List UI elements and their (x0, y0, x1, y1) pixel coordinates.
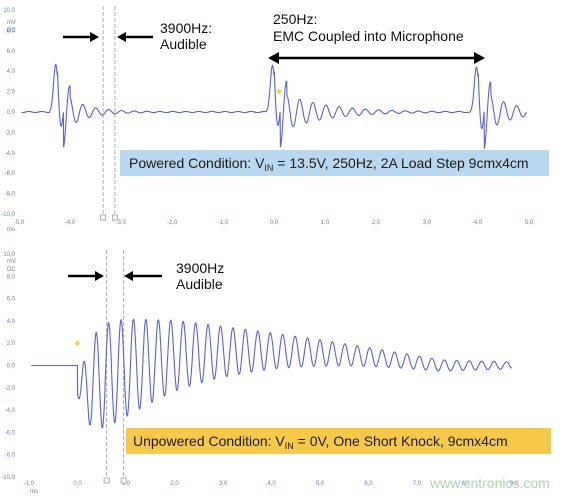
top-chart-panel: mV DC ms 10,0 8,0 6,0 4,0 2,0 0,0 -2,0 -4,0 -6,0… (1, 6, 549, 233)
top-y-tick-labels: 10,0 8,0 6,0 4,0 2,0 0,0 -2,0 -4,0 -6,0 -8,0 -10,0 (1, 8, 15, 218)
x-tick-label: -5,0 (14, 220, 25, 226)
x-tick-label: -3,0 (116, 220, 127, 226)
y-tick-label: 8,0 (7, 28, 16, 34)
bottom-x-tick-labels: -1,0 0,0 1,0 2,0 3,0 4,0 5,0 6,0 7,0 8,0 9,0 (24, 481, 519, 487)
y-tick-label: 10,0 (3, 8, 15, 14)
top-waveform-trace (21, 63, 527, 149)
bottom-cursors (103, 250, 127, 484)
y-tick-label: -8,0 (5, 192, 16, 198)
x-tick-label: -2,0 (167, 220, 178, 226)
bottom-waveform-trace (31, 318, 512, 429)
bottom-trigger-marker (74, 340, 81, 347)
x-tick-label: -1,0 (24, 481, 35, 487)
cursor-handle[interactable] (111, 214, 118, 221)
x-tick-label: -4,0 (65, 220, 76, 226)
top-left-arrowhead (90, 32, 99, 42)
bottom-y-unit: mV (7, 259, 16, 265)
bottom-audible-freq-label: 3900Hz (176, 260, 224, 276)
y-tick-label: -8,0 (5, 453, 16, 459)
top-condition-box: Powered Condition: VIN = 13.5V, 250Hz, 2… (120, 150, 549, 176)
top-y-coupling: DC (7, 28, 16, 34)
bottom-x-unit: ms (30, 489, 38, 495)
y-tick-label: 2,0 (7, 90, 16, 96)
x-tick-label: 3,0 (219, 481, 228, 487)
x-tick-label: 4,0 (267, 481, 276, 487)
x-tick-label: 5,0 (525, 220, 534, 226)
bottom-left-arrowhead (95, 271, 104, 281)
x-tick-label: 6,0 (364, 481, 373, 487)
x-tick-label: 1,0 (321, 220, 330, 226)
bottom-condition-box: Unpowered Condition: VIN = 0V, One Short… (126, 428, 551, 454)
top-right-arrowhead (117, 32, 126, 42)
y-tick-label: -4,0 (5, 408, 16, 414)
top-y-unit: mV (7, 20, 16, 26)
y-tick-label: 0,0 (7, 110, 16, 116)
bottom-audible-label: Audible (176, 276, 223, 292)
top-cursors (100, 6, 118, 221)
x-tick-label: 0,0 (270, 220, 279, 226)
x-tick-label: 2,0 (372, 220, 381, 226)
watermark: www.cntronics.com (429, 475, 550, 491)
y-tick-label: -2,0 (5, 130, 16, 136)
y-tick-label: 10,0 (3, 252, 15, 258)
top-period-arrowhead-right (474, 52, 485, 64)
y-tick-label: -2,0 (5, 386, 16, 392)
bottom-condition-background (126, 428, 551, 454)
cursor-handle[interactable] (100, 214, 107, 221)
top-condition-text: Powered Condition: VIN = 13.5V, 250Hz, 2… (129, 155, 529, 173)
bottom-audible-annotation: 3900Hz Audible (68, 260, 224, 292)
bottom-y-coupling: DC (7, 267, 16, 273)
top-audible-freq-label: 3900Hz: (160, 20, 212, 36)
top-audible-annotation: 3900Hz: Audible (63, 20, 212, 52)
trigger-diamond (74, 340, 81, 347)
y-tick-label: 0,0 (7, 364, 16, 370)
y-tick-label: 4,0 (7, 319, 16, 325)
top-emc-freq-label: 250Hz: (273, 11, 317, 27)
x-tick-label: 7,0 (413, 481, 422, 487)
bottom-y-tick-labels: 10,0 8,0 6,0 4,0 2,0 0,0 -2,0 -4,0 -6,0 -8,0 -10,0 (1, 252, 15, 481)
x-tick-label: 0,0 (73, 481, 82, 487)
y-tick-label: -10,0 (1, 475, 15, 481)
x-tick-label: 5,0 (316, 481, 325, 487)
top-trigger-marker (276, 88, 283, 95)
y-tick-label: -6,0 (5, 171, 16, 177)
x-tick-label: 4,0 (474, 220, 483, 226)
top-x-unit: ms (7, 227, 15, 233)
x-tick-label: 2,0 (170, 481, 179, 487)
y-tick-label: -4,0 (5, 151, 16, 157)
y-tick-label: 8,0 (7, 274, 16, 280)
y-tick-label: 6,0 (7, 297, 16, 303)
bottom-chart-panel: mV DC ms 10,0 8,0 6,0 4,0 2,0 0,0 -2,0 -4,0 -6,0… (1, 250, 551, 495)
y-tick-label: 6,0 (7, 49, 16, 55)
trigger-diamond (276, 88, 283, 95)
y-tick-label: 4,0 (7, 69, 16, 75)
top-period-arrowhead-left (268, 52, 279, 64)
cursor-handle[interactable] (103, 477, 110, 484)
x-tick-label: -1,0 (218, 220, 229, 226)
top-x-tick-labels: -5,0 -4,0 -3,0 -2,0 -1,0 0,0 1,0 2,0 3,0 4,0 5,0 (14, 220, 534, 226)
bottom-condition-text: Unpowered Condition: VIN = 0V, One Short… (133, 433, 508, 451)
x-tick-label: 1,0 (122, 481, 131, 487)
y-tick-label: 2,0 (7, 341, 16, 347)
x-tick-label: 3,0 (423, 220, 432, 226)
bottom-right-arrowhead (124, 271, 133, 281)
top-condition-background (120, 150, 549, 176)
y-tick-label: -10,0 (1, 212, 15, 218)
top-emc-label: EMC Coupled into Microphone (273, 28, 464, 44)
top-audible-label: Audible (160, 36, 207, 52)
x-tick-label: 9,0 (510, 481, 519, 487)
top-emc-annotation: 250Hz: EMC Coupled into Microphone (268, 11, 485, 64)
x-tick-label: 8,0 (461, 481, 470, 487)
cursor-handle[interactable] (120, 477, 127, 484)
y-tick-label: -6,0 (5, 430, 16, 436)
